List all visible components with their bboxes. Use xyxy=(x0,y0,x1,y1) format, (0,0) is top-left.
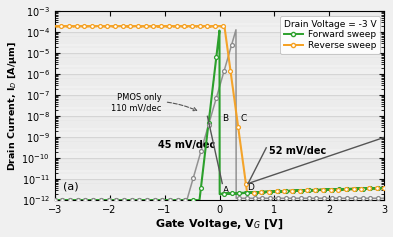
Legend: Forward sweep, Reverse sweep: Forward sweep, Reverse sweep xyxy=(280,16,380,54)
Y-axis label: Drain Current, I$_D$ [A/μm]: Drain Current, I$_D$ [A/μm] xyxy=(6,41,18,171)
Text: 52 mV/dec: 52 mV/dec xyxy=(269,146,326,156)
X-axis label: Gate Voltage, V$_G$ [V]: Gate Voltage, V$_G$ [V] xyxy=(155,218,284,232)
Text: 45 mV/dec: 45 mV/dec xyxy=(158,140,215,150)
Text: A: A xyxy=(223,186,230,195)
Text: C: C xyxy=(241,114,247,123)
Text: PMOS only
110 mV/dec: PMOS only 110 mV/dec xyxy=(112,93,196,112)
Text: B: B xyxy=(222,114,228,123)
Text: D: D xyxy=(247,183,254,192)
Text: (a): (a) xyxy=(63,182,79,192)
